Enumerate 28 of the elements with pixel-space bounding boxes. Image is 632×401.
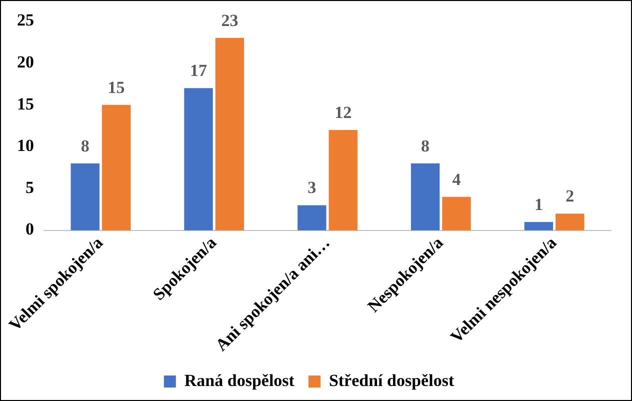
data-label: 8 — [80, 136, 90, 156]
bar — [184, 88, 213, 230]
bar — [410, 163, 440, 230]
data-label: 8 — [421, 136, 430, 156]
data-label: 17 — [190, 61, 208, 80]
data-label: 2 — [566, 186, 574, 206]
data-label: 1 — [534, 194, 543, 214]
bar — [102, 104, 131, 230]
legend-label: Raná dospělost — [184, 370, 295, 390]
data-label: 23 — [221, 10, 238, 30]
data-label: 15 — [108, 78, 125, 97]
y-tick-label: 25 — [17, 10, 34, 30]
bar — [524, 222, 554, 230]
bar — [556, 214, 584, 230]
data-label: 3 — [308, 178, 316, 198]
y-tick-label: 20 — [17, 52, 34, 72]
y-tick-label: 10 — [17, 136, 34, 156]
y-tick-label: 5 — [26, 178, 34, 197]
y-tick-label: 15 — [17, 94, 34, 114]
data-label: 4 — [452, 170, 462, 189]
bar — [70, 163, 100, 230]
y-tick-label: 0 — [26, 220, 34, 239]
bar — [328, 130, 358, 230]
legend-label: Střední dospělost — [328, 370, 454, 390]
bar — [215, 38, 244, 230]
bar — [442, 196, 471, 230]
bar — [298, 205, 326, 230]
data-label: 12 — [334, 102, 352, 122]
